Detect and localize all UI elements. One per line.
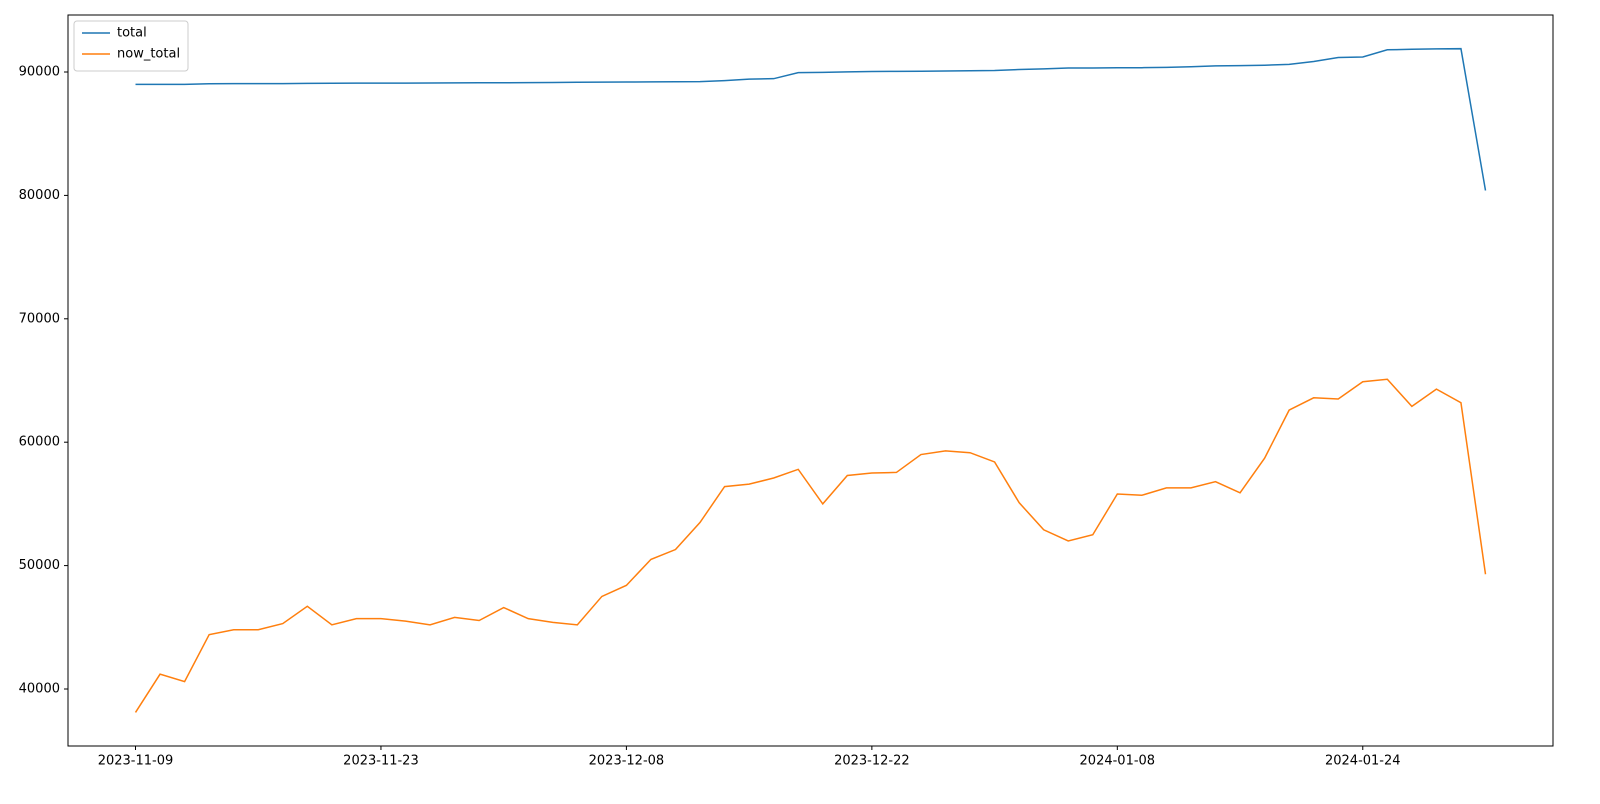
x-tick-label: 2023-12-08: [589, 754, 665, 769]
x-tick-label: 2023-12-22: [834, 754, 910, 769]
y-tick-label: 60000: [19, 435, 60, 450]
y-tick-label: 70000: [19, 311, 60, 326]
x-tick-label: 2023-11-09: [98, 754, 174, 769]
x-tick-label: 2024-01-24: [1325, 754, 1401, 769]
y-tick-label: 80000: [19, 188, 60, 203]
x-tick-label: 2024-01-08: [1080, 754, 1156, 769]
x-tick-label: 2023-11-23: [343, 754, 419, 769]
legend-label: now_total: [117, 47, 180, 62]
y-tick-label: 90000: [19, 65, 60, 80]
y-tick-label: 50000: [19, 558, 60, 573]
y-tick-label: 40000: [19, 681, 60, 696]
plot-frame: [67, 14, 1554, 747]
legend-label: total: [117, 26, 147, 41]
series-line: [134, 378, 1487, 713]
series-line: [135, 47, 1487, 191]
